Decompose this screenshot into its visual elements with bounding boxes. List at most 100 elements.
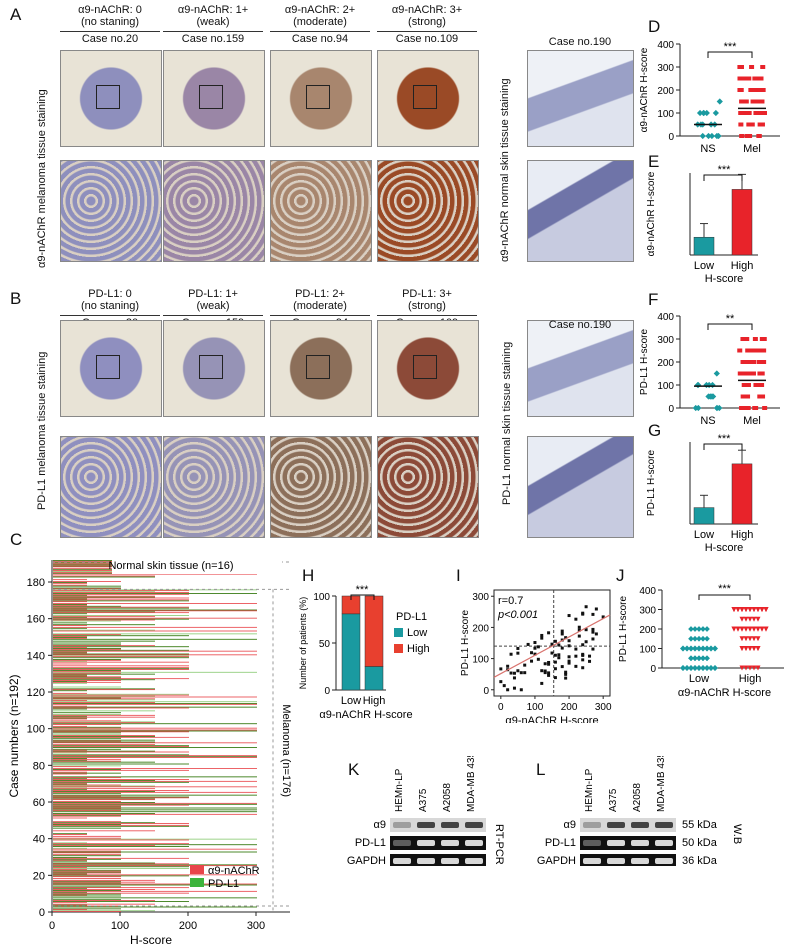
sig-bracket xyxy=(707,323,753,330)
c-bar-pdl1 xyxy=(53,576,155,578)
c-bar-a9 xyxy=(53,857,189,859)
j-data-point-high xyxy=(751,646,757,651)
i-data-point xyxy=(512,686,516,690)
c-bar-a9 xyxy=(53,817,87,819)
c-xlabel: H-score xyxy=(130,933,172,946)
stain-header-3: PD-L1: 3+ (strong) xyxy=(377,288,477,312)
data-point-mel xyxy=(757,88,763,92)
data-point-mel xyxy=(740,394,746,399)
i-data-point xyxy=(584,628,588,632)
c-bar-a9 xyxy=(53,705,87,707)
bar-high xyxy=(731,463,753,525)
c-bar-a9 xyxy=(53,773,87,775)
row-label: PD-L1 xyxy=(545,837,576,849)
normal-skin-zoom xyxy=(527,160,634,262)
c-bar-pdl1 xyxy=(53,807,257,809)
tma-core-image-0 xyxy=(60,50,162,147)
c-bar-a9 xyxy=(53,731,189,733)
i-xtick-label: 200 xyxy=(561,702,578,713)
c-xtick-label: 300 xyxy=(247,920,265,932)
c-bar-pdl1 xyxy=(53,589,257,591)
i-data-point xyxy=(536,657,540,661)
j-data-point-high xyxy=(735,607,741,612)
c-bar-pdl1 xyxy=(53,791,155,793)
data-point-mel xyxy=(752,337,758,341)
c-bar-a9 xyxy=(53,707,189,709)
j-data-point-high xyxy=(755,616,761,622)
h-legend-low: Low xyxy=(407,627,427,639)
c-bar-pdl1 xyxy=(53,706,257,708)
c-bar-a9 xyxy=(53,854,121,856)
c-bar-pdl1 xyxy=(53,633,257,635)
c-bar-a9 xyxy=(53,650,257,652)
j-data-point-high xyxy=(747,626,753,632)
c-bar-a9 xyxy=(53,843,189,845)
data-point-ns xyxy=(712,109,719,117)
i-ytick-label: 300 xyxy=(472,592,489,603)
j-data-point-high xyxy=(743,646,749,651)
data-point-ns xyxy=(713,370,720,377)
data-point-mel xyxy=(759,383,765,387)
i-data-point xyxy=(519,688,523,692)
j-data-point-low xyxy=(700,645,706,652)
j-data-point-low xyxy=(688,626,694,632)
blot-band xyxy=(631,822,649,828)
j-data-point-high xyxy=(755,607,761,612)
stain-header-line: (moderate) xyxy=(293,16,347,28)
j-data-point-high xyxy=(763,607,769,612)
c-bar-a9 xyxy=(53,670,121,672)
c-bar-pdl1 xyxy=(53,703,257,705)
c-bar-pdl1 xyxy=(53,866,189,868)
h-legend-title: PD-L1 xyxy=(396,611,427,623)
stain-header-line: α9-nAChR: 1+ xyxy=(177,4,249,16)
c-bar-a9 xyxy=(53,791,257,793)
sig-stars: *** xyxy=(718,433,732,445)
ytick-label: 100 xyxy=(657,381,674,392)
c-bar-pdl1 xyxy=(53,833,87,835)
c-bar-a9 xyxy=(53,615,155,617)
c-bar-a9 xyxy=(53,823,189,824)
c-ytick-label: 40 xyxy=(33,834,45,846)
c-legend-swatch-pdl1 xyxy=(190,878,204,887)
i-data-point xyxy=(540,633,544,637)
data-point-mel xyxy=(745,383,751,387)
c-bar-pdl1 xyxy=(53,844,257,846)
c-bar-a9 xyxy=(53,680,121,681)
c-bar-a9 xyxy=(53,872,121,874)
blot-band xyxy=(393,840,411,846)
c-bar-pdl1 xyxy=(53,715,87,717)
data-point-ns xyxy=(705,132,712,140)
c-bar-a9 xyxy=(53,702,155,703)
c-ytick-label: 20 xyxy=(33,870,45,882)
c-xtick-label: 0 xyxy=(49,920,55,932)
c-bar-a9 xyxy=(53,604,87,606)
i-data-point xyxy=(553,639,557,643)
c-bar-a9 xyxy=(53,788,155,790)
j-data-point-high xyxy=(755,626,761,632)
lane-label: HEMn-LP xyxy=(584,768,595,812)
i-data-point xyxy=(506,688,510,692)
j-data-point-low xyxy=(700,655,706,662)
data-point-mel xyxy=(739,406,745,410)
c-bar-a9 xyxy=(53,601,87,603)
c-ytick-label: 80 xyxy=(33,760,45,772)
ytick-label: 300 xyxy=(657,63,674,74)
data-point-mel xyxy=(751,88,757,92)
c-bar-pdl1 xyxy=(53,613,87,615)
lane-label: A2058 xyxy=(442,783,453,812)
i-data-point xyxy=(577,634,581,638)
c-bar-a9 xyxy=(53,626,257,628)
c-bar-pdl1 xyxy=(53,693,189,695)
c-bar-a9 xyxy=(53,903,155,905)
j-data-point-high xyxy=(759,626,765,632)
i-data-point xyxy=(523,663,527,667)
panel-label-a: A xyxy=(10,5,22,24)
case-label-1: Case no.159 xyxy=(163,31,263,45)
c-bar-pdl1 xyxy=(53,585,121,587)
i-data-point xyxy=(560,646,564,650)
c-bar-a9 xyxy=(53,768,257,769)
c-bar-pdl1 xyxy=(53,582,87,584)
c-bar-pdl1 xyxy=(53,561,155,563)
blot-k: HEMn-LP A375 A2058 MDA-MB 435 α9 PD-L1 GAPDH RT… xyxy=(347,756,505,866)
stain-header-line: (moderate) xyxy=(293,300,347,312)
